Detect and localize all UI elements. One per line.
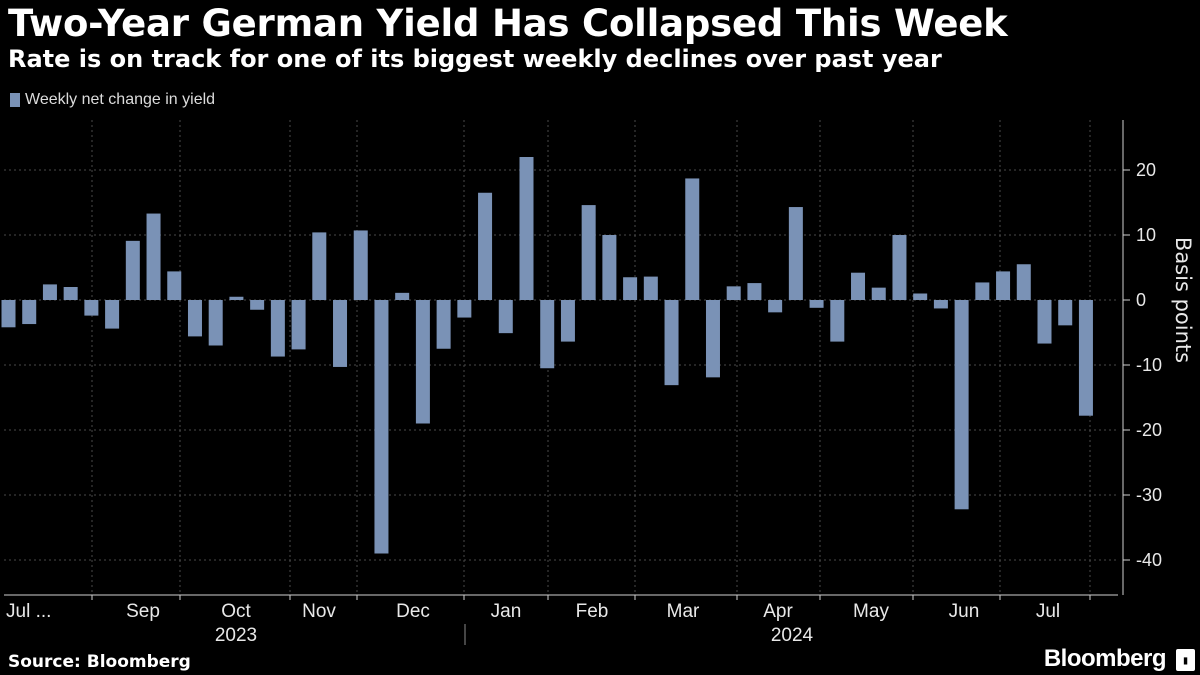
x-tick-label: Jan: [491, 601, 522, 622]
bar: [933, 300, 948, 309]
bar: [1058, 300, 1073, 326]
bar: [1078, 300, 1093, 416]
bar: [436, 300, 451, 349]
legend-label: Weekly net change in yield: [25, 91, 216, 108]
bar: [146, 213, 161, 300]
bar: [333, 300, 348, 367]
chart-title: Two-Year German Yield Has Collapsed This…: [8, 2, 1008, 45]
bar: [892, 235, 907, 300]
bar: [560, 300, 575, 342]
x-tick-label: Jul ...: [6, 601, 51, 622]
source-note: Source: Bloomberg: [8, 652, 191, 672]
bar: [519, 157, 534, 300]
bar: [208, 300, 223, 346]
bar: [250, 300, 265, 310]
bar: [830, 300, 845, 342]
x-tick-label: May: [853, 601, 889, 622]
bar: [643, 276, 658, 300]
y-tick-label: 10: [1136, 225, 1156, 245]
bar: [1, 300, 16, 328]
bar: [498, 300, 513, 334]
x-tick-label: Dec: [396, 601, 430, 622]
bar: [996, 271, 1011, 300]
bar: [975, 282, 990, 300]
year-label: 2024: [771, 625, 814, 646]
bar: [1016, 264, 1031, 300]
bar: [478, 192, 493, 300]
bar: [871, 287, 886, 300]
bar: [726, 286, 741, 300]
bar: [851, 272, 866, 300]
bar: [788, 207, 803, 300]
bar: [229, 296, 244, 300]
x-tick-label: Jun: [949, 601, 980, 622]
x-tick-label: Oct: [221, 601, 251, 622]
bar: [22, 300, 37, 325]
bar: [270, 300, 285, 357]
bar: [125, 240, 140, 300]
bloomberg-terminal-icon: ▮: [1176, 649, 1195, 671]
bar: [705, 300, 720, 378]
chart-subtitle: Rate is on track for one of its biggest …: [8, 45, 942, 73]
chart-legend: Weekly net change in yield: [10, 91, 215, 109]
bar: [457, 300, 472, 318]
bar: [374, 300, 389, 554]
bar: [664, 300, 679, 386]
y-tick-label: -20: [1136, 420, 1162, 440]
bar: [187, 300, 202, 337]
bar: [84, 300, 99, 316]
y-tick-label: -40: [1136, 550, 1162, 570]
y-tick-label: -10: [1136, 355, 1162, 375]
bar: [312, 232, 327, 300]
bar: [809, 300, 824, 308]
y-tick-label: 0: [1136, 290, 1146, 310]
bar: [623, 277, 638, 300]
x-tick-label: Apr: [763, 601, 793, 622]
bar: [167, 271, 182, 300]
bar: [768, 300, 783, 313]
bar: [105, 300, 120, 329]
bar: [63, 287, 78, 300]
legend-swatch: [10, 93, 20, 107]
bar: [913, 293, 928, 300]
bar: [581, 205, 596, 300]
bar: [1037, 300, 1052, 344]
bar: [540, 300, 555, 369]
x-tick-label: Feb: [576, 601, 609, 622]
x-tick-label: Jul: [1036, 601, 1060, 622]
y-tick-label: -30: [1136, 485, 1162, 505]
bar: [42, 284, 57, 300]
x-tick-label: Mar: [667, 601, 700, 622]
year-label: 2023: [215, 625, 257, 646]
bloomberg-logo: Bloomberg: [1043, 645, 1167, 672]
bar: [685, 178, 700, 300]
y-axis-title: Basis points: [1171, 237, 1195, 363]
bar: [291, 300, 306, 350]
bar: [395, 292, 410, 300]
bar: [353, 230, 368, 300]
bar: [747, 283, 762, 300]
bar: [415, 300, 430, 424]
x-tick-label: Sep: [126, 601, 160, 622]
y-tick-label: 20: [1136, 160, 1156, 180]
x-tick-label: Nov: [302, 601, 336, 622]
bar: [602, 235, 617, 300]
bar: [954, 300, 969, 510]
